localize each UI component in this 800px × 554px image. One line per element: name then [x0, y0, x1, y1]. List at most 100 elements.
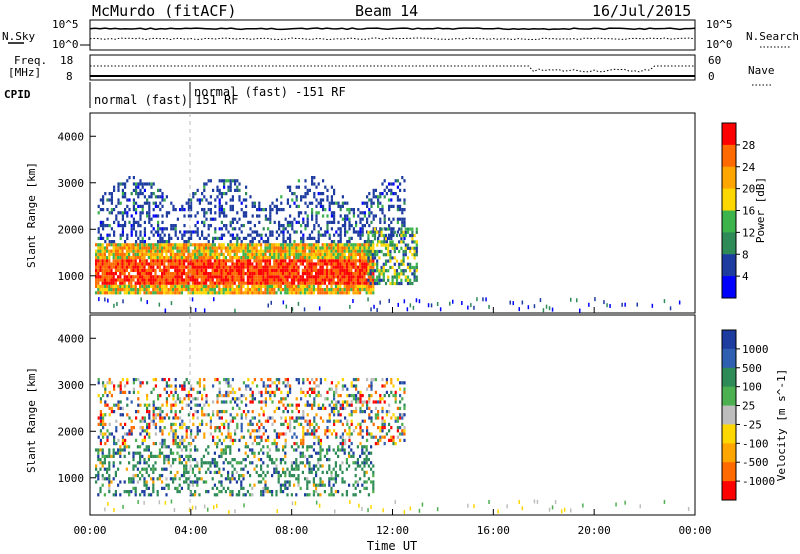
echo-cell	[280, 390, 283, 394]
echo-cell	[264, 387, 267, 391]
echo-cell	[229, 208, 232, 212]
echo-cell	[306, 288, 309, 292]
echo-cell	[365, 272, 368, 276]
echo-cell	[295, 278, 298, 282]
echo-cell	[143, 284, 146, 288]
echo-cell	[229, 188, 232, 192]
echo-cell	[280, 397, 283, 401]
colorbar-tick-label: 12	[742, 226, 755, 239]
echo-cell	[337, 381, 340, 385]
echo-cell	[110, 262, 113, 266]
echo-cell	[103, 252, 106, 256]
echo-cell	[328, 416, 331, 420]
echo-cell	[288, 281, 291, 285]
echo-cell	[139, 224, 142, 228]
echo-cell	[317, 192, 320, 196]
echo-cell	[365, 259, 368, 263]
echo-cell	[321, 464, 324, 468]
echo-cell	[189, 262, 192, 266]
echo-cell	[279, 268, 282, 272]
echo-cell	[224, 275, 227, 279]
echo-cell	[203, 195, 206, 199]
echo-cell	[302, 220, 305, 224]
echo-cell	[97, 246, 100, 250]
colorbar-swatch	[722, 367, 736, 388]
echo-cell	[136, 246, 139, 250]
echo-cell	[167, 243, 170, 247]
echo-cell	[236, 233, 239, 237]
echo-cell	[341, 224, 344, 228]
echo-cell	[223, 214, 226, 218]
echo-cell	[194, 307, 197, 312]
echo-cell	[359, 249, 362, 253]
echo-cell	[110, 240, 113, 244]
echo-cell	[253, 435, 256, 439]
echo-cell	[198, 288, 201, 292]
echo-cell	[112, 454, 115, 458]
echo-cell	[278, 400, 281, 404]
echo-cell	[179, 442, 182, 446]
echo-cell	[388, 422, 391, 426]
echo-cell	[178, 477, 181, 481]
echo-cell	[284, 419, 287, 423]
echo-cell	[178, 445, 181, 449]
echo-cell	[382, 272, 385, 276]
echo-cell	[392, 435, 395, 439]
echo-cell	[289, 204, 292, 208]
echo-cell	[152, 442, 155, 446]
echo-cell	[345, 262, 348, 266]
echo-cell	[399, 381, 402, 385]
echo-cell	[135, 208, 138, 212]
echo-cell	[152, 259, 155, 263]
echo-cell	[334, 461, 337, 465]
echo-cell	[218, 429, 221, 433]
echo-cell	[271, 252, 274, 256]
echo-cell	[107, 501, 109, 506]
echo-cell	[211, 265, 214, 269]
echo-cell	[183, 284, 186, 288]
echo-cell	[411, 240, 414, 244]
echo-cell	[350, 394, 353, 398]
echo-cell	[196, 288, 199, 292]
echo-cell	[374, 188, 377, 192]
echo-cell	[242, 381, 245, 385]
echo-cell	[299, 454, 302, 458]
echo-cell	[202, 275, 205, 279]
echo-cell	[154, 288, 157, 292]
echo-cell	[176, 249, 179, 253]
echo-cell	[128, 445, 131, 449]
echo-cell	[242, 243, 245, 247]
echo-cell	[400, 262, 403, 266]
echo-cell	[174, 390, 177, 394]
echo-cell	[324, 429, 327, 433]
echo-cell	[202, 480, 205, 484]
echo-cell	[297, 288, 300, 292]
echo-cell	[339, 208, 342, 212]
colorbar-swatch	[722, 462, 736, 482]
echo-cell	[370, 451, 373, 455]
echo-cell	[227, 243, 230, 247]
echo-cell	[106, 198, 109, 202]
echo-cell	[304, 284, 307, 288]
echo-cell	[242, 467, 245, 471]
echo-cell	[306, 291, 309, 295]
echo-cell	[266, 284, 269, 288]
echo-cell	[372, 435, 375, 439]
echo-cell	[344, 384, 347, 388]
echo-cell	[352, 211, 355, 215]
echo-cell	[341, 445, 344, 449]
echo-cell	[126, 403, 129, 407]
echo-cell	[147, 249, 150, 253]
echo-cell	[271, 458, 274, 462]
echo-cell	[145, 461, 148, 465]
echo-cell	[213, 458, 216, 462]
echo-cell	[311, 432, 314, 436]
echo-cell	[101, 243, 104, 247]
echo-cell	[192, 397, 195, 401]
echo-cell	[341, 243, 344, 247]
echo-cell	[346, 214, 349, 218]
echo-cell	[350, 278, 353, 282]
echo-cell	[139, 493, 142, 497]
echo-cell	[297, 243, 300, 247]
echo-cell	[367, 284, 370, 288]
